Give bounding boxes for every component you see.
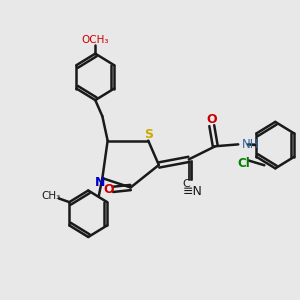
Text: C: C — [182, 179, 190, 189]
Text: O: O — [103, 183, 114, 196]
Text: OCH₃: OCH₃ — [82, 35, 109, 45]
Text: N: N — [95, 176, 105, 189]
Text: Cl: Cl — [238, 157, 250, 170]
Text: O: O — [206, 113, 217, 127]
Text: S: S — [144, 128, 153, 142]
Text: CH₃: CH₃ — [41, 191, 61, 201]
Text: ≡N: ≡N — [183, 185, 203, 198]
Text: NH: NH — [242, 138, 259, 151]
